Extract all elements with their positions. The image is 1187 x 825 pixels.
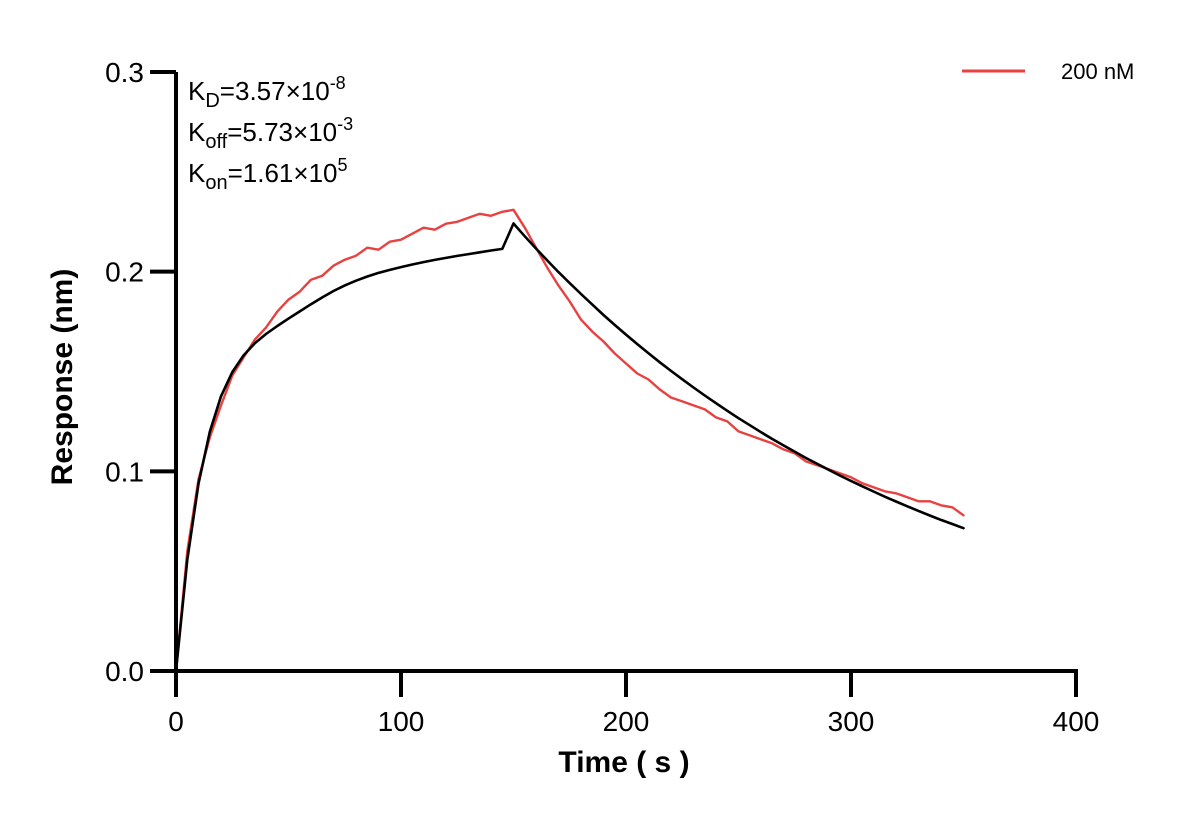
x-tick-label: 200	[603, 706, 650, 737]
plot-area	[174, 208, 965, 673]
x-axis-title: Time ( s )	[558, 746, 689, 779]
x-tick-label: 300	[828, 706, 875, 737]
y-tick-label: 0.0	[105, 656, 144, 687]
y-axis-title: Response (nm)	[46, 269, 79, 486]
y-tick-label: 0.3	[105, 57, 144, 88]
fit-curve	[174, 222, 965, 673]
kon-label: Kon=1.61×105	[188, 155, 348, 194]
x-tick-label: 400	[1053, 706, 1100, 737]
kinetics-annotation: KD=3.57×10-8 Koff=5.73×10-3 Kon=1.61×105	[188, 73, 353, 194]
x-tick-label: 100	[378, 706, 425, 737]
koff-label: Koff=5.73×10-3	[188, 114, 353, 153]
legend: 200 nM	[962, 59, 1134, 84]
y-tick-label: 0.2	[105, 257, 144, 288]
y-tick-label: 0.1	[105, 456, 144, 487]
kd-label: KD=3.57×10-8	[188, 73, 346, 112]
x-tick-label: 0	[168, 706, 184, 737]
legend-label-200nm: 200 nM	[1061, 59, 1134, 84]
series-line-200nm	[174, 208, 965, 673]
axes: 0.0 0.1 0.2 0.3 0 100 200 300 400	[105, 57, 1099, 737]
